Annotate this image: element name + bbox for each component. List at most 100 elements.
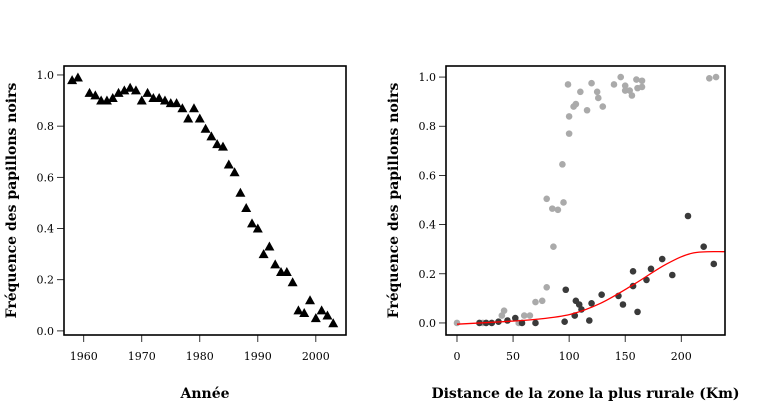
data-point-light	[572, 100, 580, 108]
data-point-triangle	[247, 218, 257, 228]
data-point-light	[583, 106, 591, 114]
y-tick-label: 1.0	[37, 69, 55, 82]
data-point-light	[621, 82, 629, 89]
data-point-dark	[512, 314, 519, 322]
x-tick-label: 50	[506, 350, 520, 363]
y-tick-label: 0.6	[419, 169, 437, 182]
data-point-light	[453, 319, 461, 327]
y-tick-label: 0.2	[419, 268, 437, 281]
data-point-triangle	[252, 223, 263, 233]
x-axis-label: Distance de la zone la plus rurale (Km)	[431, 386, 739, 402]
data-point-light	[633, 76, 640, 83]
data-point-light	[520, 312, 528, 319]
data-point-dark	[619, 301, 627, 308]
y-tick-label: 1.0	[419, 71, 437, 84]
y-axis-label: Fréquence des papillons noirs	[4, 83, 20, 319]
data-point-dark	[658, 255, 666, 263]
data-point-light	[712, 73, 720, 81]
y-tick-label: 0.2	[37, 274, 55, 287]
data-point-triangle	[113, 87, 124, 97]
data-point-dark	[504, 317, 511, 324]
data-point-triangle	[241, 203, 252, 213]
data-point-dark	[586, 317, 593, 324]
x-tick-label: 200	[671, 350, 692, 363]
data-point-triangle	[136, 95, 147, 105]
panel-2: 0 50 100 150 200 0.0 0.2 0.4 0.6 0.8 1.0 Distance d…	[386, 65, 740, 402]
data-point-triangle	[67, 75, 78, 85]
y-tick-label: 0.4	[419, 219, 437, 232]
data-point-triangle	[130, 85, 141, 95]
x-tick-label: 1980	[186, 350, 214, 363]
data-point-triangle	[322, 310, 333, 320]
data-point-triangle	[264, 241, 275, 251]
data-point-dark	[518, 319, 526, 327]
data-point-dark	[668, 271, 676, 279]
data-point-dark	[634, 308, 641, 316]
data-point-triangle	[316, 305, 327, 315]
data-point-triangle	[159, 95, 170, 105]
data-point-light	[594, 94, 602, 102]
data-point-triangle	[171, 98, 182, 108]
y-tick-label: 0.0	[37, 325, 55, 338]
x-tick-label: 1990	[244, 350, 272, 363]
data-point-light	[559, 161, 566, 168]
data-point-light	[577, 88, 584, 96]
data-point-light	[599, 103, 607, 110]
data-point-dark	[700, 243, 707, 251]
y-tick-label: 0.4	[37, 223, 55, 236]
data-point-dark	[532, 319, 539, 327]
data-point-triangle	[299, 307, 310, 317]
data-point-triangle	[223, 159, 234, 169]
fit-curve	[456, 250, 726, 325]
y-axis-label: Fréquence des papillons noirs	[386, 83, 402, 319]
plot-frame	[445, 65, 726, 336]
data-point-dark	[629, 268, 637, 275]
data-point-light	[526, 312, 534, 319]
y-tick-label: 0.6	[37, 171, 55, 184]
data-point-light	[560, 199, 567, 206]
data-point-triangle	[328, 318, 339, 328]
data-point-triangle	[142, 87, 153, 97]
data-point-light	[628, 92, 636, 99]
data-point-triangle	[119, 85, 130, 95]
data-point-triangle	[217, 141, 228, 151]
data-point-light	[554, 206, 562, 214]
data-point-light	[532, 298, 539, 306]
data-point-triangle	[200, 123, 211, 133]
data-point-triangle	[281, 267, 292, 277]
data-point-dark	[643, 276, 650, 284]
x-tick-label: 100	[559, 350, 580, 363]
data-point-triangle	[212, 139, 223, 149]
x-tick-label: 1970	[128, 350, 156, 363]
data-point-triangle	[125, 82, 136, 92]
data-point-triangle	[305, 295, 316, 305]
data-point-dark	[710, 260, 718, 268]
data-point-light	[610, 81, 618, 88]
data-point-dark	[647, 265, 655, 273]
data-point-triangle	[154, 92, 165, 102]
data-point-triangle	[229, 167, 240, 177]
data-point-light	[550, 243, 557, 251]
data-point-triangle	[206, 131, 217, 141]
data-point-light	[706, 74, 713, 82]
plot-frame	[63, 65, 347, 336]
x-tick-label: 2000	[302, 350, 330, 363]
data-point-light	[543, 195, 551, 203]
data-point-light	[638, 77, 646, 85]
panel-1: 1960 1970 1980 1990 2000 0.0 0.2 0.4 0.6 0.8 1.0 An…	[4, 65, 347, 402]
data-point-triangle	[270, 259, 281, 269]
data-point-dark	[684, 212, 692, 220]
data-point-triangle	[293, 305, 304, 315]
data-point-light	[617, 73, 625, 81]
x-tick-label: 1960	[70, 350, 98, 363]
data-point-triangle	[287, 277, 298, 287]
data-point-triangle	[177, 103, 188, 113]
data-point-light	[538, 297, 546, 305]
y-tick-label: 0.8	[419, 120, 437, 133]
data-point-light	[543, 283, 551, 291]
data-point-dark	[488, 319, 496, 327]
data-point-dark	[561, 318, 568, 326]
data-point-triangle	[258, 249, 269, 259]
x-tick-label: 150	[615, 350, 636, 363]
